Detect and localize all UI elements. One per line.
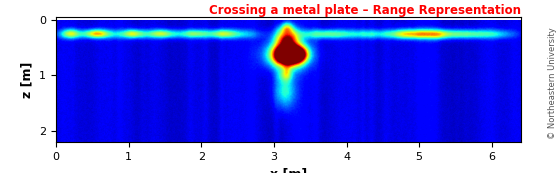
X-axis label: x [m]: x [m] [270, 167, 307, 173]
Text: Crossing a metal plate – Range Representation: Crossing a metal plate – Range Represent… [209, 4, 521, 17]
Y-axis label: z [m]: z [m] [21, 61, 34, 98]
Text: © Northeastern University: © Northeastern University [548, 27, 557, 139]
